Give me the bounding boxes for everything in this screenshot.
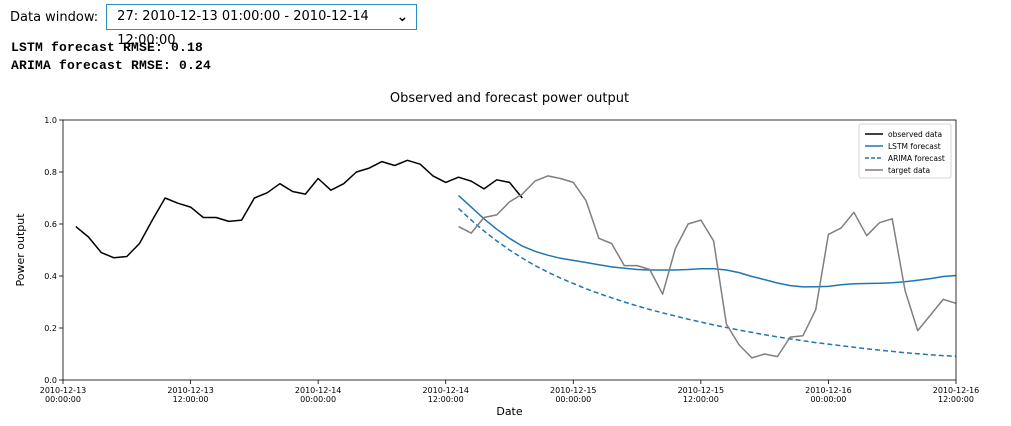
x-tick-label-time: 00:00:00	[555, 395, 591, 404]
x-tick-label-time: 12:00:00	[173, 395, 209, 404]
data-window-select[interactable]: 27: 2010-12-13 01:00:00 - 2010-12-14 12:…	[106, 4, 418, 48]
x-tick-label-date: 2010-12-16	[933, 386, 980, 395]
data-window-selected-value: 27: 2010-12-13 01:00:00 - 2010-12-14 12:…	[117, 9, 369, 48]
x-tick-label-time: 12:00:00	[683, 395, 719, 404]
y-tick-label: 0.2	[44, 324, 57, 333]
legend-entry: LSTM forecast	[888, 142, 941, 151]
x-tick-label-date: 2010-12-15	[550, 386, 597, 395]
x-tick-label-date: 2010-12-14	[295, 386, 342, 395]
x-tick-label-date: 2010-12-15	[678, 386, 725, 395]
y-tick-label: 0.0	[44, 376, 57, 385]
y-tick-label: 0.4	[44, 272, 57, 281]
x-tick-label-date: 2010-12-14	[422, 386, 469, 395]
chevron-down-icon: ⌄	[396, 9, 409, 25]
chart-title: Observed and forecast power output	[390, 91, 629, 106]
legend-box	[858, 123, 952, 179]
legend-entry: observed data	[888, 130, 942, 139]
x-axis-label: Date	[496, 405, 523, 418]
data-window-label: Data window:	[10, 9, 99, 25]
series-line-observed-data	[75, 159, 523, 259]
x-tick-label-date: 2010-12-13	[167, 386, 214, 395]
y-axis-label: Power output	[14, 213, 27, 287]
x-tick-label-date: 2010-12-13	[40, 386, 87, 395]
power-output-chart: Observed and forecast power output 0.0 0.2…	[14, 91, 980, 418]
x-tick-label-time: 00:00:00	[45, 395, 81, 404]
arima-rmse-text: ARIMA forecast RMSE: 0.24	[11, 58, 212, 73]
y-tick-label: 1.0	[44, 116, 57, 125]
plot-frame	[62, 119, 957, 381]
lstm-rmse-text: LSTM forecast RMSE: 0.18	[11, 40, 204, 55]
y-tick-label: 0.6	[44, 220, 57, 229]
x-tick-label-time: 12:00:00	[938, 395, 974, 404]
x-tick-label-time: 12:00:00	[428, 395, 464, 404]
x-tick-label-date: 2010-12-16	[805, 386, 852, 395]
data-window-control: Data window: 27: 2010-12-13 01:00:00 - 2…	[10, 4, 418, 48]
legend-entry: target data	[888, 166, 930, 175]
x-tick-label-time: 00:00:00	[810, 395, 846, 404]
legend-entry: ARIMA forecast	[888, 154, 945, 163]
x-tick-label-time: 00:00:00	[300, 395, 336, 404]
series-line-target-data	[458, 175, 957, 359]
series-line-lstm-forecast	[457, 194, 957, 288]
y-tick-label: 0.8	[44, 168, 57, 177]
